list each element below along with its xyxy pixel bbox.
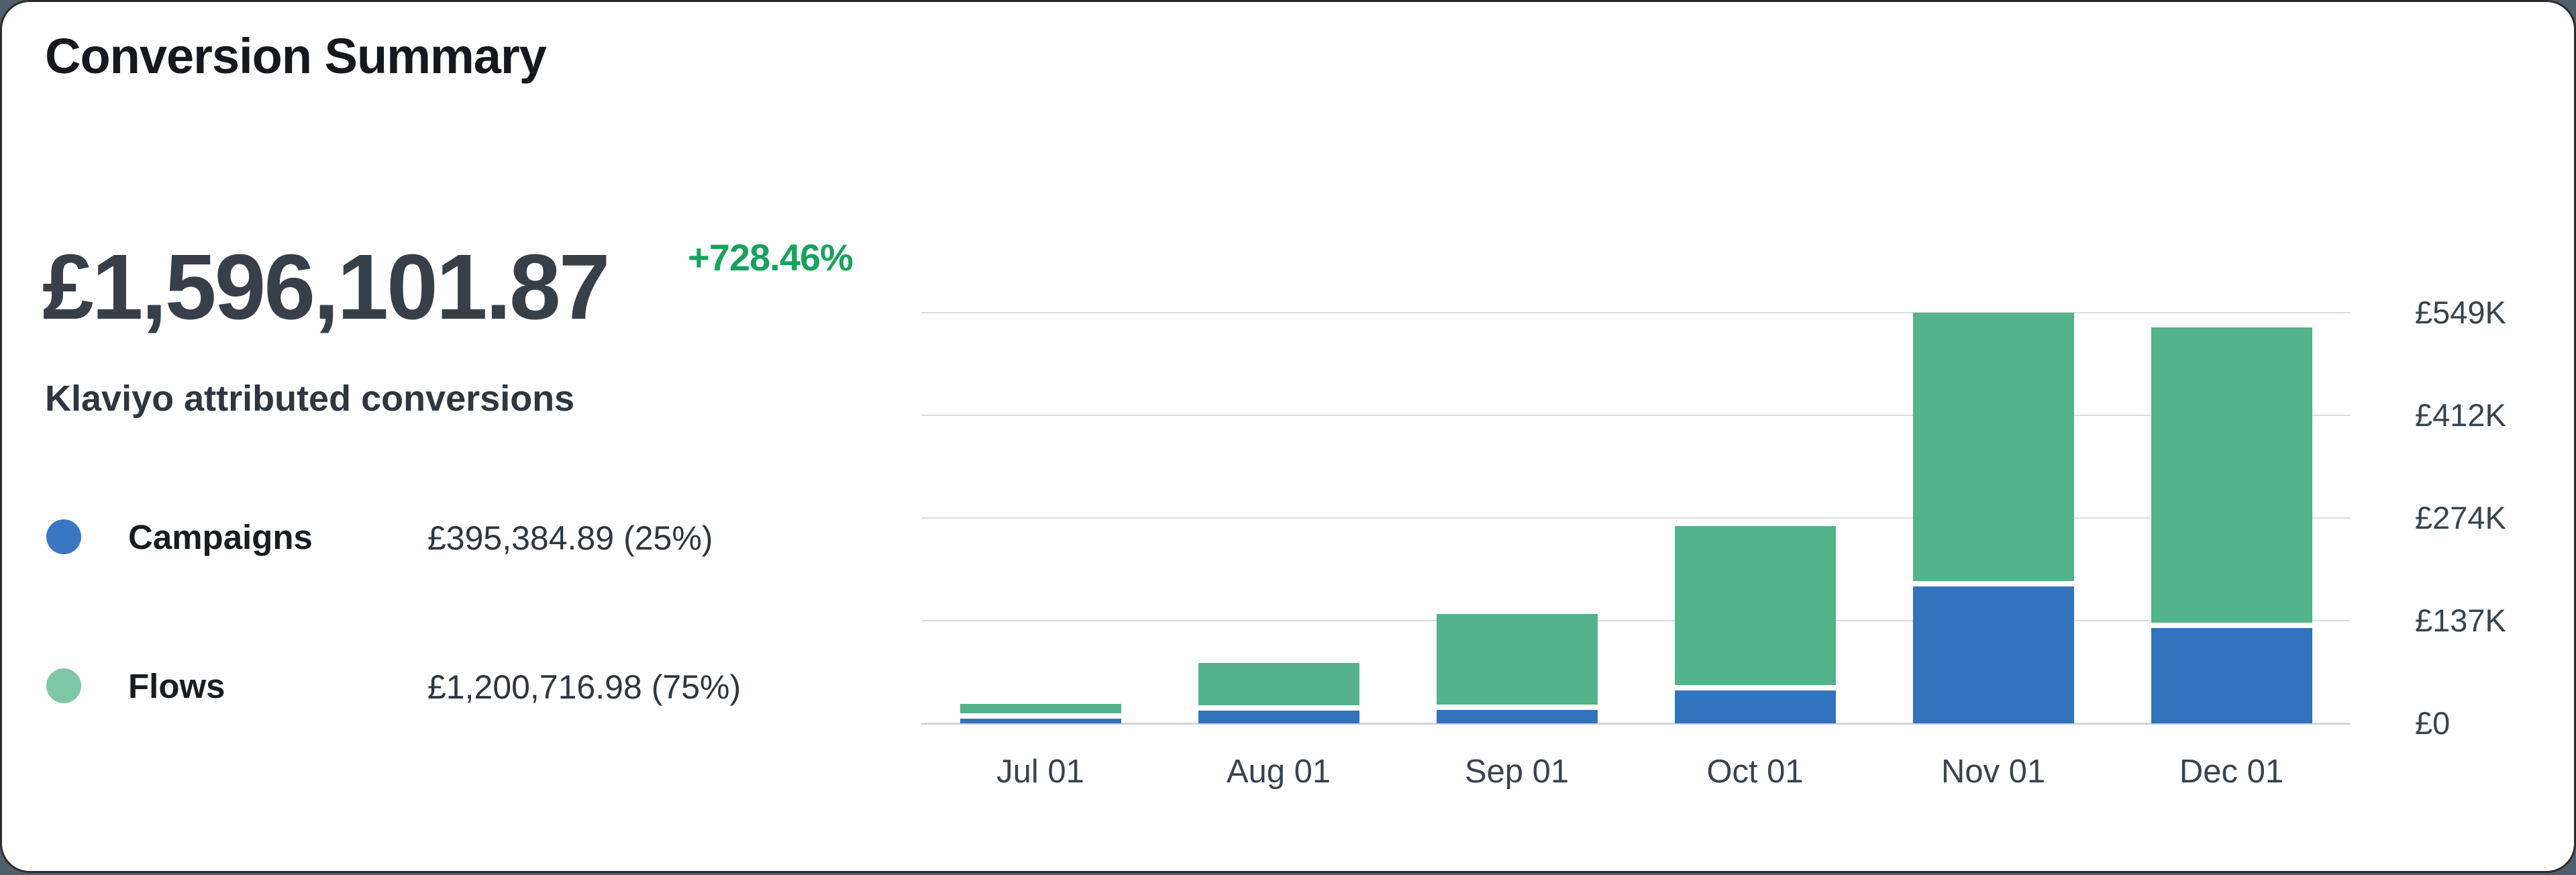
campaigns-segment[interactable] [1198, 711, 1359, 723]
campaigns-segment[interactable] [2151, 628, 2312, 723]
bar-nov-01[interactable] [1874, 313, 2112, 723]
bar-oct-01[interactable] [1636, 313, 1874, 723]
delta-percent-badge: +728.46% [688, 236, 853, 279]
x-tick-label: Aug 01 [1160, 748, 1398, 795]
legend-label: Flows [128, 666, 225, 706]
legend-amount: £395,384.89 [427, 519, 614, 557]
legend-value: £1,200,716.98 (75%) [427, 668, 741, 707]
y-tick-label: £137K [2415, 601, 2506, 641]
legend-item-flows[interactable]: Flows £1,200,716.98 (75%) [2, 666, 888, 707]
bar-aug-01[interactable] [1160, 313, 1398, 723]
bar-jul-01[interactable] [921, 313, 1160, 723]
bar-dec-01[interactable] [2112, 313, 2351, 723]
legend-amount: £1,200,716.98 [427, 668, 642, 706]
y-axis-labels: £549K £412K £274K £137K £0 [2415, 2, 2576, 875]
y-tick-label: £412K [2415, 395, 2506, 435]
legend-label: Campaigns [128, 517, 313, 557]
bar-sep-01[interactable] [1398, 313, 1636, 723]
campaigns-segment[interactable] [1675, 690, 1836, 723]
x-tick-label: Dec 01 [2112, 748, 2351, 795]
flows-segment[interactable] [1198, 663, 1359, 705]
y-tick-label: £274K [2415, 498, 2506, 538]
x-tick-label: Oct 01 [1636, 748, 1874, 795]
stacked-bar-chart [921, 313, 2351, 723]
legend-share: (75%) [652, 668, 741, 706]
x-tick-label: Sep 01 [1398, 748, 1636, 795]
page-title: Conversion Summary [45, 28, 546, 85]
campaigns-segment[interactable] [1437, 710, 1598, 723]
flows-segment[interactable] [1675, 526, 1836, 685]
x-tick-label: Jul 01 [921, 748, 1160, 795]
flows-segment[interactable] [2151, 327, 2312, 623]
y-tick-label: £0 [2415, 703, 2450, 743]
metric-subtitle: Klaviyo attributed conversions [45, 378, 574, 419]
campaigns-dot-icon [46, 519, 81, 554]
total-conversions-value: £1,596,101.87 [42, 236, 609, 339]
flows-segment[interactable] [1437, 614, 1598, 705]
legend-share: (25%) [623, 519, 713, 557]
y-tick-label: £549K [2415, 293, 2506, 333]
headline-metric: £1,596,101.87 [42, 241, 609, 333]
legend-value: £395,384.89(25%) [427, 519, 713, 558]
x-tick-label: Nov 01 [1874, 748, 2112, 795]
flows-segment[interactable] [960, 704, 1121, 713]
campaigns-segment[interactable] [960, 719, 1121, 723]
campaigns-segment[interactable] [1913, 586, 2074, 723]
flows-dot-icon [46, 668, 81, 703]
flows-segment[interactable] [1913, 313, 2074, 581]
legend-item-campaigns[interactable]: Campaigns £395,384.89(25%) [2, 517, 888, 558]
